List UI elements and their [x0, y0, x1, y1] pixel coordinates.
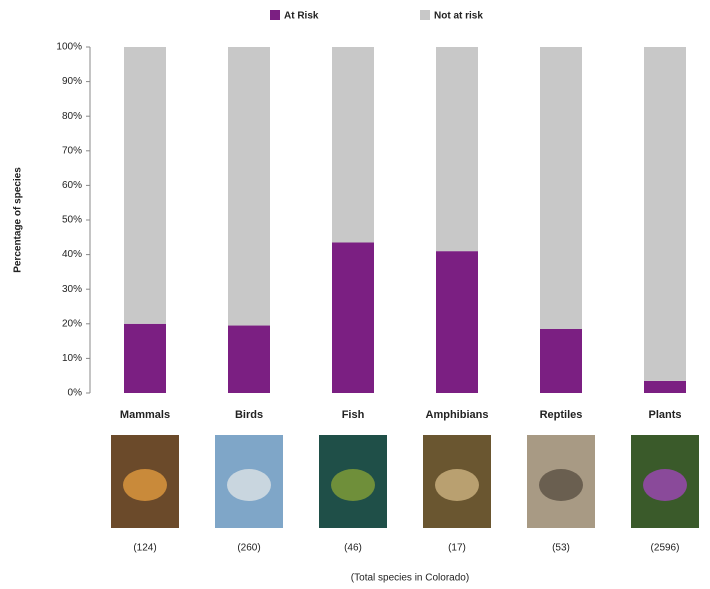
- species-photo-detail: [123, 469, 167, 501]
- category-note: (46): [344, 543, 362, 554]
- bar-segment: [644, 47, 686, 381]
- category-label: Birds: [235, 409, 263, 421]
- category-note: (2596): [651, 543, 680, 554]
- y-tick-label: 10%: [62, 353, 82, 364]
- category-label: Mammals: [120, 409, 170, 421]
- legend-label: At Risk: [284, 11, 319, 22]
- y-tick-label: 70%: [62, 145, 82, 156]
- y-tick-label: 60%: [62, 180, 82, 191]
- category-note: (124): [133, 543, 156, 554]
- y-tick-label: 80%: [62, 111, 82, 122]
- bar-segment: [644, 380, 686, 393]
- bar-segment: [540, 47, 582, 329]
- bar-segment: [332, 47, 374, 243]
- bar-segment: [228, 325, 270, 393]
- category-note: (53): [552, 543, 570, 554]
- species-photo-detail: [331, 469, 375, 501]
- y-tick-label: 100%: [56, 42, 82, 53]
- species-photo-detail: [643, 469, 687, 501]
- category-label: Amphibians: [426, 409, 489, 421]
- species-photo-detail: [539, 469, 583, 501]
- bar-segment: [436, 251, 478, 393]
- species-photo-detail: [227, 469, 271, 501]
- bar-segment: [228, 47, 270, 326]
- y-tick-label: 40%: [62, 249, 82, 260]
- y-tick-label: 30%: [62, 284, 82, 295]
- category-label: Fish: [342, 409, 365, 421]
- bar-segment: [124, 323, 166, 393]
- legend-swatch: [420, 10, 430, 20]
- bar-segment: [332, 242, 374, 393]
- y-tick-label: 90%: [62, 76, 82, 87]
- category-note: (17): [448, 543, 466, 554]
- legend-label: Not at risk: [434, 11, 483, 22]
- y-tick-label: 20%: [62, 318, 82, 329]
- bar-segment: [540, 328, 582, 393]
- y-tick-label: 50%: [62, 215, 82, 226]
- species-photo-detail: [435, 469, 479, 501]
- bar-segment: [124, 47, 166, 324]
- y-axis-label: Percentage of species: [13, 167, 24, 273]
- category-label: Reptiles: [540, 409, 583, 421]
- legend-swatch: [270, 10, 280, 20]
- category-note: (260): [237, 543, 260, 554]
- bar-segment: [436, 47, 478, 252]
- y-tick-label: 0%: [68, 388, 83, 399]
- category-label: Plants: [648, 409, 681, 421]
- footnote: (Total species in Colorado): [351, 573, 469, 584]
